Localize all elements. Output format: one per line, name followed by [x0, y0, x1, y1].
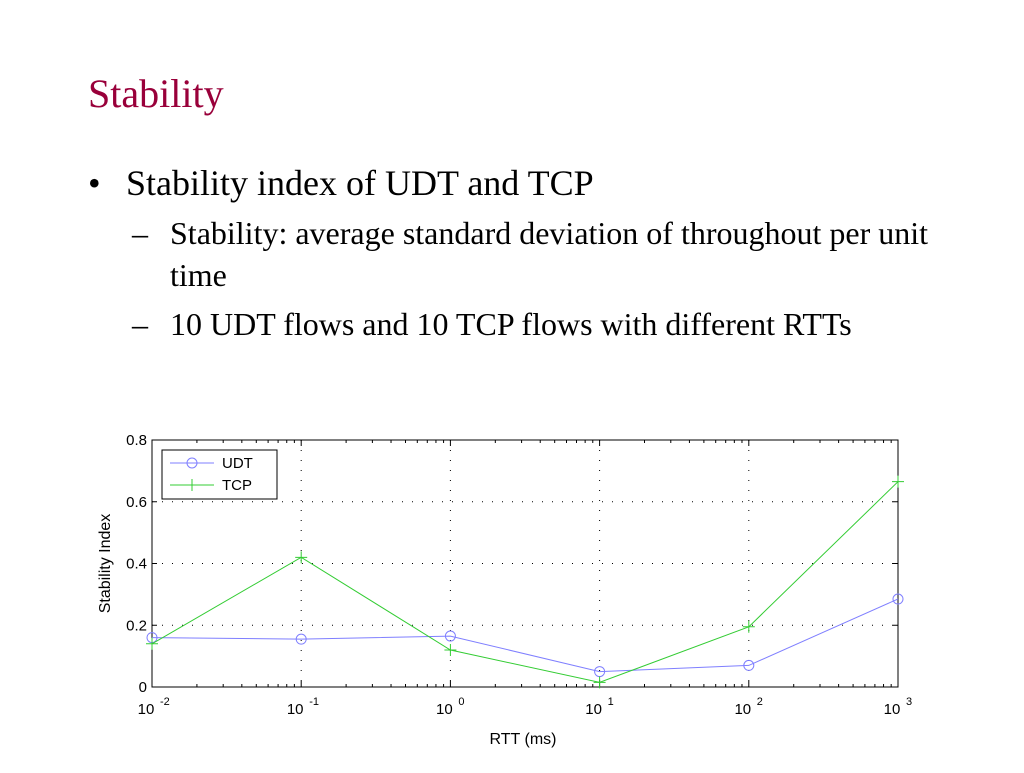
y-tick-label: 0.8 — [126, 432, 147, 449]
x-tick-label: 10 — [287, 701, 304, 718]
data-point-udt — [594, 666, 606, 678]
sub-bullet-item: – 10 UDT flows and 10 TCP flows with dif… — [132, 304, 988, 346]
x-axis-label: RTT (ms) — [490, 731, 557, 748]
y-tick-label: 0.4 — [126, 556, 147, 573]
x-tick-exponent: 1 — [608, 696, 614, 708]
x-tick-label: 10 — [585, 701, 602, 718]
x-tick-exponent: -1 — [309, 696, 319, 708]
bullet-item: • Stability index of UDT and TCP — [88, 162, 988, 205]
data-point-tcp — [444, 643, 457, 656]
x-tick-label: 10 — [884, 701, 901, 718]
bullet-list: • Stability index of UDT and TCP – Stabi… — [88, 162, 988, 346]
y-tick-label: 0.6 — [126, 494, 147, 511]
sub-bullet-text: Stability: average standard deviation of… — [170, 215, 929, 293]
sub-bullet-item: – Stability: average standard deviation … — [132, 213, 988, 296]
bullet-text: Stability index of UDT and TCP — [126, 163, 594, 203]
series-line-udt — [151, 598, 899, 673]
y-tick-label: 0.2 — [126, 617, 147, 634]
x-tick-label: 10 — [138, 701, 155, 718]
data-point-tcp — [742, 620, 755, 633]
legend-label: UDT — [222, 455, 253, 472]
data-point-tcp — [295, 551, 308, 564]
data-point-udt — [743, 659, 755, 671]
sub-bullet-mark: – — [132, 215, 148, 252]
legend-marker-udt — [186, 457, 198, 469]
legend-label: TCP — [222, 477, 252, 494]
x-tick-label: 10 — [436, 701, 453, 718]
data-point-tcp — [593, 676, 606, 689]
plot-frame — [151, 439, 899, 688]
series-line-tcp — [151, 481, 899, 683]
x-tick-exponent: 3 — [906, 696, 912, 708]
bullet-mark: • — [88, 163, 101, 203]
x-tick-exponent: 2 — [757, 696, 763, 708]
y-tick-label: 0 — [139, 679, 147, 696]
data-point-tcp — [146, 637, 158, 650]
data-point-udt — [892, 593, 904, 605]
x-tick-exponent: -2 — [160, 696, 170, 708]
sub-bullet-mark: – — [132, 306, 148, 343]
y-axis-label: Stability Index — [97, 514, 114, 614]
data-point-tcp — [892, 475, 904, 488]
data-point-udt — [146, 632, 158, 644]
legend-box — [161, 449, 278, 500]
data-point-udt — [444, 630, 456, 642]
legend-marker-tcp — [186, 479, 198, 491]
x-tick-label: 10 — [734, 701, 751, 718]
sub-bullet-text: 10 UDT flows and 10 TCP flows with diffe… — [170, 306, 852, 343]
data-point-udt — [295, 633, 307, 645]
x-tick-exponent: 0 — [458, 696, 464, 708]
slide-title: Stability — [88, 71, 224, 116]
